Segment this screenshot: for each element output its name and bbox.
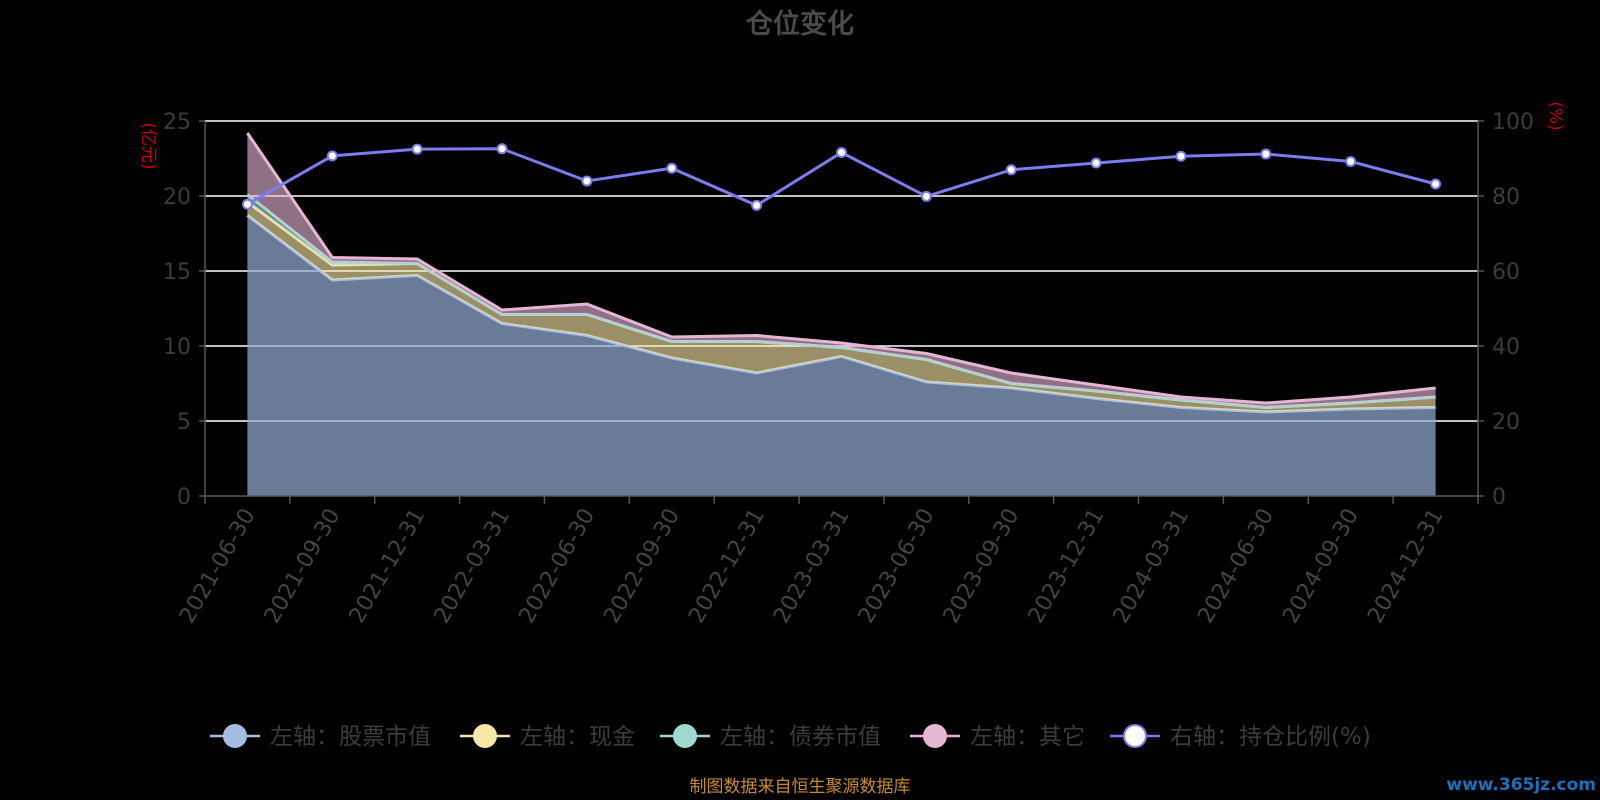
x-tick-label: 2022-09-30 — [599, 505, 685, 628]
left-axis-unit: (亿元) — [138, 122, 158, 169]
x-tick-label: 2022-06-30 — [515, 505, 601, 628]
left-tick-label: 10 — [163, 335, 191, 360]
legend-label: 左轴：其它 — [970, 724, 1085, 750]
x-tick-label: 2023-06-30 — [854, 505, 940, 628]
legend-label: 左轴：债券市值 — [720, 724, 881, 750]
x-tick-label: 2021-12-31 — [345, 504, 431, 627]
ratio-point — [496, 143, 508, 155]
x-tick-label: 2022-03-31 — [430, 505, 516, 628]
x-tick-label: 2021-06-30 — [175, 505, 261, 628]
legend-item[interactable]: 左轴：现金 — [460, 724, 635, 750]
ratio-point — [1175, 150, 1187, 162]
ratio-point — [1430, 178, 1442, 190]
legend-item[interactable]: 左轴：债券市值 — [660, 724, 881, 750]
right-tick-label: 40 — [1492, 335, 1520, 360]
legend-label: 左轴：股票市值 — [270, 724, 431, 750]
legend-item[interactable]: 右轴：持仓比例(%) — [1110, 724, 1371, 750]
legend-label: 左轴：现金 — [520, 724, 635, 750]
watermark: www.365jz.com — [1446, 775, 1596, 795]
x-tick-label: 2024-12-31 — [1363, 505, 1449, 628]
ratio-point — [1005, 164, 1017, 176]
stacked-areas — [246, 132, 1436, 496]
legend-swatch-icon — [223, 724, 247, 748]
chart-title: 仓位变化 — [745, 8, 854, 40]
ratio-point — [411, 143, 423, 155]
x-tick-label: 2024-09-30 — [1278, 505, 1364, 628]
ratio-line — [241, 143, 1442, 211]
ratio-point — [1260, 148, 1272, 160]
x-tick-label: 2023-12-31 — [1024, 505, 1110, 628]
left-tick-label: 25 — [163, 110, 191, 135]
left-tick-label: 5 — [177, 410, 191, 435]
x-tick-label: 2023-03-31 — [769, 505, 855, 628]
ratio-point — [241, 198, 253, 210]
ratio-point — [836, 147, 847, 158]
legend-label: 右轴：持仓比例(%) — [1170, 724, 1371, 750]
legend-item[interactable]: 左轴：股票市值 — [210, 724, 431, 750]
left-tick-label: 15 — [163, 260, 191, 285]
x-tick-label: 2024-03-31 — [1109, 505, 1195, 628]
area-1 — [247, 215, 1436, 496]
legend[interactable]: 左轴：股票市值 左轴：现金 左轴：债券市值 左轴：其它 右轴：持仓比例(%) — [210, 724, 1371, 750]
ratio-point — [326, 150, 338, 162]
right-tick-label: 100 — [1492, 110, 1534, 135]
right-axis-unit: (%) — [1545, 101, 1565, 130]
right-tick-label: 80 — [1492, 185, 1520, 210]
right-tick-label: 60 — [1492, 260, 1520, 285]
ratio-point — [666, 162, 678, 174]
legend-swatch-icon — [923, 724, 947, 748]
legend-swatch-icon — [673, 724, 697, 748]
ratio-point — [1090, 157, 1102, 169]
x-tick-label: 2023-09-30 — [939, 505, 1025, 628]
right-tick-label: 20 — [1492, 410, 1520, 435]
area-2 — [247, 202, 1436, 412]
x-tick-label: 2022-12-31 — [684, 505, 770, 628]
ratio-point — [920, 190, 932, 202]
left-tick-label: 20 — [163, 185, 191, 210]
data-source-note: 制图数据来自恒生聚源数据库 — [690, 777, 911, 797]
right-tick-label: 0 — [1492, 485, 1506, 510]
legend-swatch-icon — [473, 724, 497, 748]
x-tick-label: 2024-06-30 — [1193, 505, 1279, 628]
ratio-point — [751, 199, 763, 211]
ratio-point — [581, 175, 593, 187]
area-line-4 — [246, 132, 1436, 405]
legend-swatch-icon — [1123, 724, 1147, 748]
ratio-point — [1345, 156, 1357, 167]
x-tick-label: 2021-09-30 — [260, 505, 346, 628]
legend-item[interactable]: 左轴：其它 — [910, 724, 1085, 750]
left-tick-label: 0 — [177, 485, 191, 510]
